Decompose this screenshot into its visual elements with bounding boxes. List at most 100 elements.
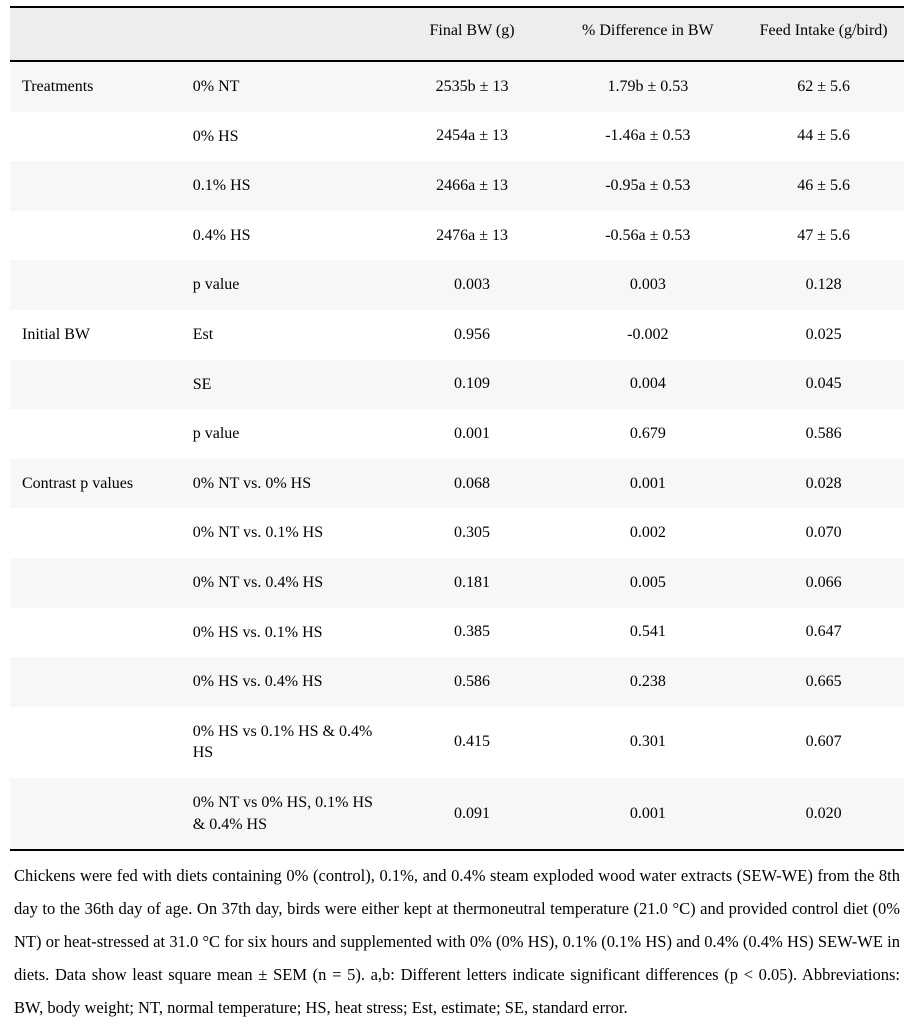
value-cell: 0.068 <box>392 459 553 509</box>
value-cell: 0.003 <box>552 260 743 310</box>
label-cell: 0% NT vs. 0.1% HS <box>181 508 392 558</box>
value-cell: 2476a ± 13 <box>392 211 553 261</box>
group-cell <box>10 657 181 707</box>
value-cell: 0.025 <box>743 310 904 360</box>
label-cell: p value <box>181 409 392 459</box>
group-cell <box>10 409 181 459</box>
group-cell <box>10 360 181 410</box>
value-cell: -0.95a ± 0.53 <box>552 161 743 211</box>
table-body: Treatments0% NT2535b ± 131.79b ± 0.5362 … <box>10 61 904 850</box>
value-cell: 0.128 <box>743 260 904 310</box>
col-header: Feed Intake (g/bird) <box>743 7 904 61</box>
table-row: p value0.0010.6790.586 <box>10 409 904 459</box>
group-cell: Treatments <box>10 61 181 112</box>
value-cell: 62 ± 5.6 <box>743 61 904 112</box>
label-cell: 0% HS vs 0.1% HS & 0.4% HS <box>181 707 392 778</box>
value-cell: 0.415 <box>392 707 553 778</box>
table-row: p value0.0030.0030.128 <box>10 260 904 310</box>
group-cell <box>10 112 181 162</box>
value-cell: 0.385 <box>392 608 553 658</box>
group-cell: Initial BW <box>10 310 181 360</box>
value-cell: 0.045 <box>743 360 904 410</box>
value-cell: 0.541 <box>552 608 743 658</box>
label-cell: 0% HS <box>181 112 392 162</box>
label-cell: SE <box>181 360 392 410</box>
value-cell: 0.305 <box>392 508 553 558</box>
label-cell: 0% HS vs. 0.4% HS <box>181 657 392 707</box>
label-cell: 0% NT vs. 0.4% HS <box>181 558 392 608</box>
group-cell <box>10 508 181 558</box>
value-cell: -1.46a ± 0.53 <box>552 112 743 162</box>
value-cell: 0.956 <box>392 310 553 360</box>
value-cell: 0.665 <box>743 657 904 707</box>
value-cell: 2535b ± 13 <box>392 61 553 112</box>
value-cell: 2454a ± 13 <box>392 112 553 162</box>
value-cell: 46 ± 5.6 <box>743 161 904 211</box>
value-cell: 0.647 <box>743 608 904 658</box>
group-cell <box>10 260 181 310</box>
value-cell: 0.005 <box>552 558 743 608</box>
group-cell <box>10 608 181 658</box>
table-row: Initial BWEst0.956-0.0020.025 <box>10 310 904 360</box>
results-table: Final BW (g) % Difference in BW Feed Int… <box>10 6 904 851</box>
value-cell: 0.109 <box>392 360 553 410</box>
value-cell: 0.066 <box>743 558 904 608</box>
label-cell: 0.4% HS <box>181 211 392 261</box>
value-cell: 0.003 <box>392 260 553 310</box>
value-cell: 0.004 <box>552 360 743 410</box>
table-row: 0% NT vs 0% HS, 0.1% HS & 0.4% HS0.0910.… <box>10 778 904 850</box>
value-cell: -0.002 <box>552 310 743 360</box>
table-row: 0% HS vs. 0.1% HS0.3850.5410.647 <box>10 608 904 658</box>
value-cell: 0.301 <box>552 707 743 778</box>
table-row: Contrast p values0% NT vs. 0% HS0.0680.0… <box>10 459 904 509</box>
table-caption: Chickens were fed with diets containing … <box>10 851 904 1024</box>
col-header <box>10 7 181 61</box>
label-cell: 0% NT vs. 0% HS <box>181 459 392 509</box>
value-cell: -0.56a ± 0.53 <box>552 211 743 261</box>
value-cell: 2466a ± 13 <box>392 161 553 211</box>
value-cell: 47 ± 5.6 <box>743 211 904 261</box>
value-cell: 0.091 <box>392 778 553 850</box>
table-row: 0.1% HS2466a ± 13-0.95a ± 0.5346 ± 5.6 <box>10 161 904 211</box>
value-cell: 0.586 <box>743 409 904 459</box>
label-cell: 0% HS vs. 0.1% HS <box>181 608 392 658</box>
table-row: 0% HS vs 0.1% HS & 0.4% HS0.4150.3010.60… <box>10 707 904 778</box>
table-row: 0% HS vs. 0.4% HS0.5860.2380.665 <box>10 657 904 707</box>
table-row: 0% NT vs. 0.1% HS0.3050.0020.070 <box>10 508 904 558</box>
value-cell: 0.070 <box>743 508 904 558</box>
label-cell: p value <box>181 260 392 310</box>
value-cell: 0.607 <box>743 707 904 778</box>
page: Final BW (g) % Difference in BW Feed Int… <box>0 0 914 1036</box>
label-cell: 0.1% HS <box>181 161 392 211</box>
table-row: 0.4% HS2476a ± 13-0.56a ± 0.5347 ± 5.6 <box>10 211 904 261</box>
table-header: Final BW (g) % Difference in BW Feed Int… <box>10 7 904 61</box>
value-cell: 0.020 <box>743 778 904 850</box>
table-row: Treatments0% NT2535b ± 131.79b ± 0.5362 … <box>10 61 904 112</box>
value-cell: 0.238 <box>552 657 743 707</box>
value-cell: 1.79b ± 0.53 <box>552 61 743 112</box>
label-cell: 0% NT <box>181 61 392 112</box>
group-cell <box>10 707 181 778</box>
table-row: SE0.1090.0040.045 <box>10 360 904 410</box>
value-cell: 0.002 <box>552 508 743 558</box>
col-header: Final BW (g) <box>392 7 553 61</box>
value-cell: 44 ± 5.6 <box>743 112 904 162</box>
label-cell: Est <box>181 310 392 360</box>
value-cell: 0.181 <box>392 558 553 608</box>
value-cell: 0.028 <box>743 459 904 509</box>
group-cell <box>10 211 181 261</box>
col-header <box>181 7 392 61</box>
label-cell: 0% NT vs 0% HS, 0.1% HS & 0.4% HS <box>181 778 392 850</box>
value-cell: 0.586 <box>392 657 553 707</box>
table-row: 0% HS2454a ± 13-1.46a ± 0.5344 ± 5.6 <box>10 112 904 162</box>
value-cell: 0.001 <box>552 459 743 509</box>
value-cell: 0.001 <box>392 409 553 459</box>
col-header: % Difference in BW <box>552 7 743 61</box>
group-cell <box>10 161 181 211</box>
group-cell: Contrast p values <box>10 459 181 509</box>
value-cell: 0.679 <box>552 409 743 459</box>
group-cell <box>10 778 181 850</box>
table-row: 0% NT vs. 0.4% HS0.1810.0050.066 <box>10 558 904 608</box>
group-cell <box>10 558 181 608</box>
value-cell: 0.001 <box>552 778 743 850</box>
